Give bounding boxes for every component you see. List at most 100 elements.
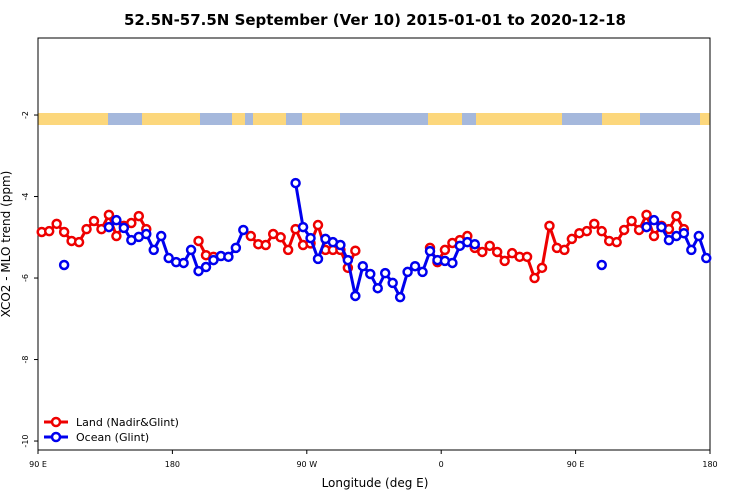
data-point — [596, 259, 607, 271]
data-point — [126, 217, 137, 229]
legend-marker — [50, 431, 62, 443]
data-point — [335, 239, 346, 251]
ocean-strip — [108, 113, 142, 125]
data-point — [589, 218, 600, 230]
data-point — [350, 290, 361, 302]
data-point — [581, 225, 593, 237]
data-point — [43, 225, 55, 237]
data-point — [402, 266, 413, 278]
data-point — [439, 244, 451, 256]
data-point — [81, 223, 92, 235]
data-point — [312, 219, 324, 231]
data-point — [51, 218, 62, 230]
data-point — [178, 257, 189, 269]
plot-frame — [37, 37, 711, 451]
data-point — [208, 254, 219, 266]
data-point — [544, 220, 555, 232]
data-point — [671, 210, 682, 222]
data-point — [275, 232, 286, 243]
data-point — [686, 244, 697, 256]
data-point — [245, 230, 257, 242]
ocean-strip — [640, 113, 700, 125]
data-point — [111, 214, 122, 226]
y-tick-label: -6 — [21, 274, 30, 282]
data-point — [484, 240, 495, 252]
data-point — [312, 253, 324, 265]
data-point — [693, 230, 705, 242]
data-point — [379, 267, 391, 279]
data-point — [58, 259, 70, 271]
legend-label: Land (Nadir&Glint) — [76, 416, 179, 429]
data-point — [372, 282, 383, 294]
data-point — [148, 244, 159, 256]
data-point — [648, 214, 660, 226]
data-point — [417, 266, 428, 278]
data-point — [648, 230, 660, 242]
data-point — [141, 228, 152, 240]
data-point — [469, 238, 481, 250]
ocean-strip — [562, 113, 602, 125]
data-point — [103, 221, 115, 233]
legend-label: Ocean (Glint) — [76, 431, 149, 444]
data-point — [521, 251, 533, 263]
data-point — [282, 244, 294, 256]
data-point — [491, 246, 503, 258]
x-tick-label: 90 E — [567, 460, 585, 469]
data-point — [409, 260, 421, 272]
data-point — [111, 230, 122, 242]
data-point — [387, 277, 398, 289]
data-point — [611, 236, 622, 248]
x-tick-label: 90 W — [296, 460, 317, 469]
x-axis-label: Longitude (deg E) — [322, 476, 429, 490]
data-point — [88, 215, 100, 227]
data-point — [73, 236, 85, 248]
data-point — [559, 244, 570, 256]
data-point — [529, 272, 540, 284]
data-point — [185, 244, 197, 256]
data-point — [223, 251, 234, 263]
data-point — [305, 232, 316, 244]
x-tick-label: 0 — [439, 460, 444, 469]
x-tick-label: 90 E — [29, 460, 47, 469]
ocean-strip — [340, 113, 428, 125]
x-tick-label: 180 — [702, 460, 717, 469]
data-point — [618, 224, 630, 236]
data-point — [238, 224, 249, 236]
data-point — [260, 239, 271, 251]
data-point — [163, 252, 174, 264]
y-axis-label: XCO2 - MLO trend (ppm) — [0, 171, 13, 318]
data-point — [350, 245, 361, 256]
y-tick-label: -4 — [21, 193, 30, 201]
ocean-strip — [245, 113, 253, 125]
data-point — [447, 257, 458, 269]
data-point — [133, 210, 145, 222]
data-point — [357, 260, 369, 272]
data-point — [193, 235, 204, 247]
data-point — [596, 225, 607, 237]
y-tick-label: -8 — [21, 356, 30, 364]
data-point — [701, 252, 712, 264]
data-point — [342, 254, 354, 266]
y-tick-label: -2 — [21, 111, 30, 119]
data-point — [626, 215, 637, 227]
ocean-strip — [286, 113, 302, 125]
data-point — [663, 234, 675, 246]
data-point — [566, 233, 578, 245]
data-point — [424, 245, 436, 257]
x-tick-label: 180 — [165, 460, 180, 469]
data-point — [477, 246, 488, 258]
data-point — [103, 209, 115, 221]
data-point — [230, 242, 242, 254]
data-point — [678, 227, 690, 239]
y-tick-label: -10 — [21, 434, 30, 447]
data-point — [118, 222, 130, 234]
data-point — [656, 221, 667, 233]
map-strip — [38, 113, 710, 125]
ocean-strip — [200, 113, 232, 125]
data-point — [394, 291, 406, 303]
data-point — [155, 230, 167, 242]
data-point — [499, 255, 510, 267]
data-point — [200, 261, 212, 273]
